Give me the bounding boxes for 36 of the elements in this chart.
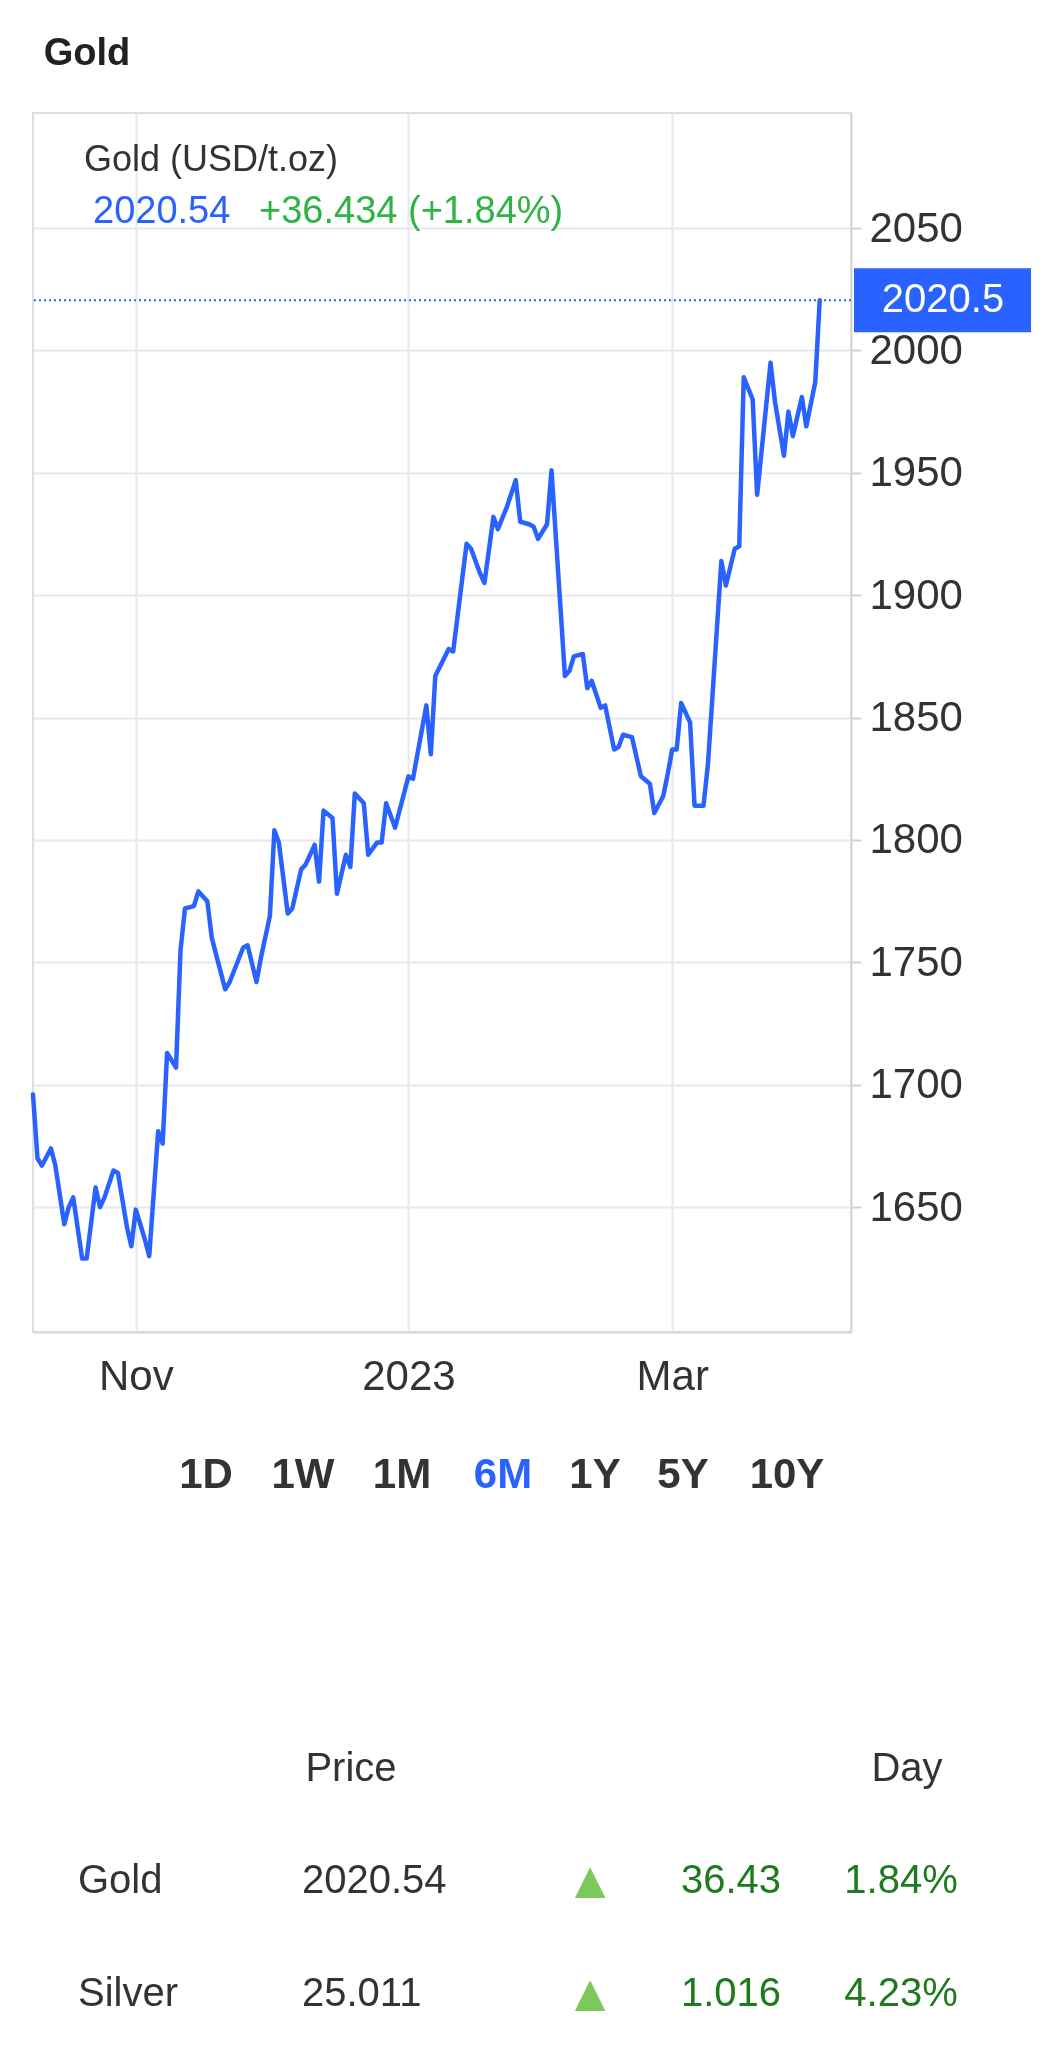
annotation: 2020.54 bbox=[93, 189, 231, 231]
y-tick-label: 1650 bbox=[869, 1182, 963, 1230]
y-tick-label: 2050 bbox=[869, 203, 963, 251]
text: 1W bbox=[271, 1450, 335, 1497]
text: 10Y bbox=[749, 1450, 825, 1497]
text: Silver bbox=[78, 1970, 179, 2014]
text: 5Y bbox=[657, 1450, 709, 1497]
x-tick-label: 2023 bbox=[362, 1351, 456, 1399]
text: 25.011 bbox=[302, 1970, 422, 2014]
text: Gold bbox=[78, 1857, 163, 1901]
text: 1M bbox=[372, 1450, 432, 1497]
chart-title: Gold bbox=[43, 31, 131, 73]
text: ▲ bbox=[574, 1969, 606, 2015]
text: Price bbox=[305, 1745, 397, 1789]
text: 1D bbox=[179, 1450, 233, 1497]
y-tick-label: 1950 bbox=[869, 448, 963, 496]
text: 6M bbox=[473, 1450, 533, 1497]
y-tick-label: 1850 bbox=[869, 693, 963, 741]
text: 1.84% bbox=[844, 1857, 958, 1901]
text: 1.016 bbox=[680, 1970, 781, 2014]
ref-line-label: 2020.5 bbox=[881, 276, 1005, 321]
x-tick-label: Nov bbox=[98, 1351, 174, 1399]
text: 2020.54 bbox=[302, 1857, 447, 1901]
text: 36.43 bbox=[680, 1857, 781, 1901]
y-tick-label: 1750 bbox=[869, 937, 963, 985]
text: 1Y bbox=[569, 1450, 621, 1497]
text: Gold (USD/t.oz) bbox=[84, 138, 339, 179]
text: 4.23% bbox=[844, 1970, 958, 2014]
y-tick-label: 1900 bbox=[869, 570, 963, 618]
y-tick-label: 2000 bbox=[869, 325, 963, 373]
x-tick-label: Mar bbox=[636, 1351, 709, 1399]
text: ▲ bbox=[574, 1856, 606, 1902]
y-tick-label: 1800 bbox=[869, 815, 963, 863]
y-tick-label: 1700 bbox=[869, 1060, 963, 1108]
annotation: +36.434 (+1.84%) bbox=[259, 189, 564, 231]
text: Day bbox=[871, 1745, 943, 1789]
